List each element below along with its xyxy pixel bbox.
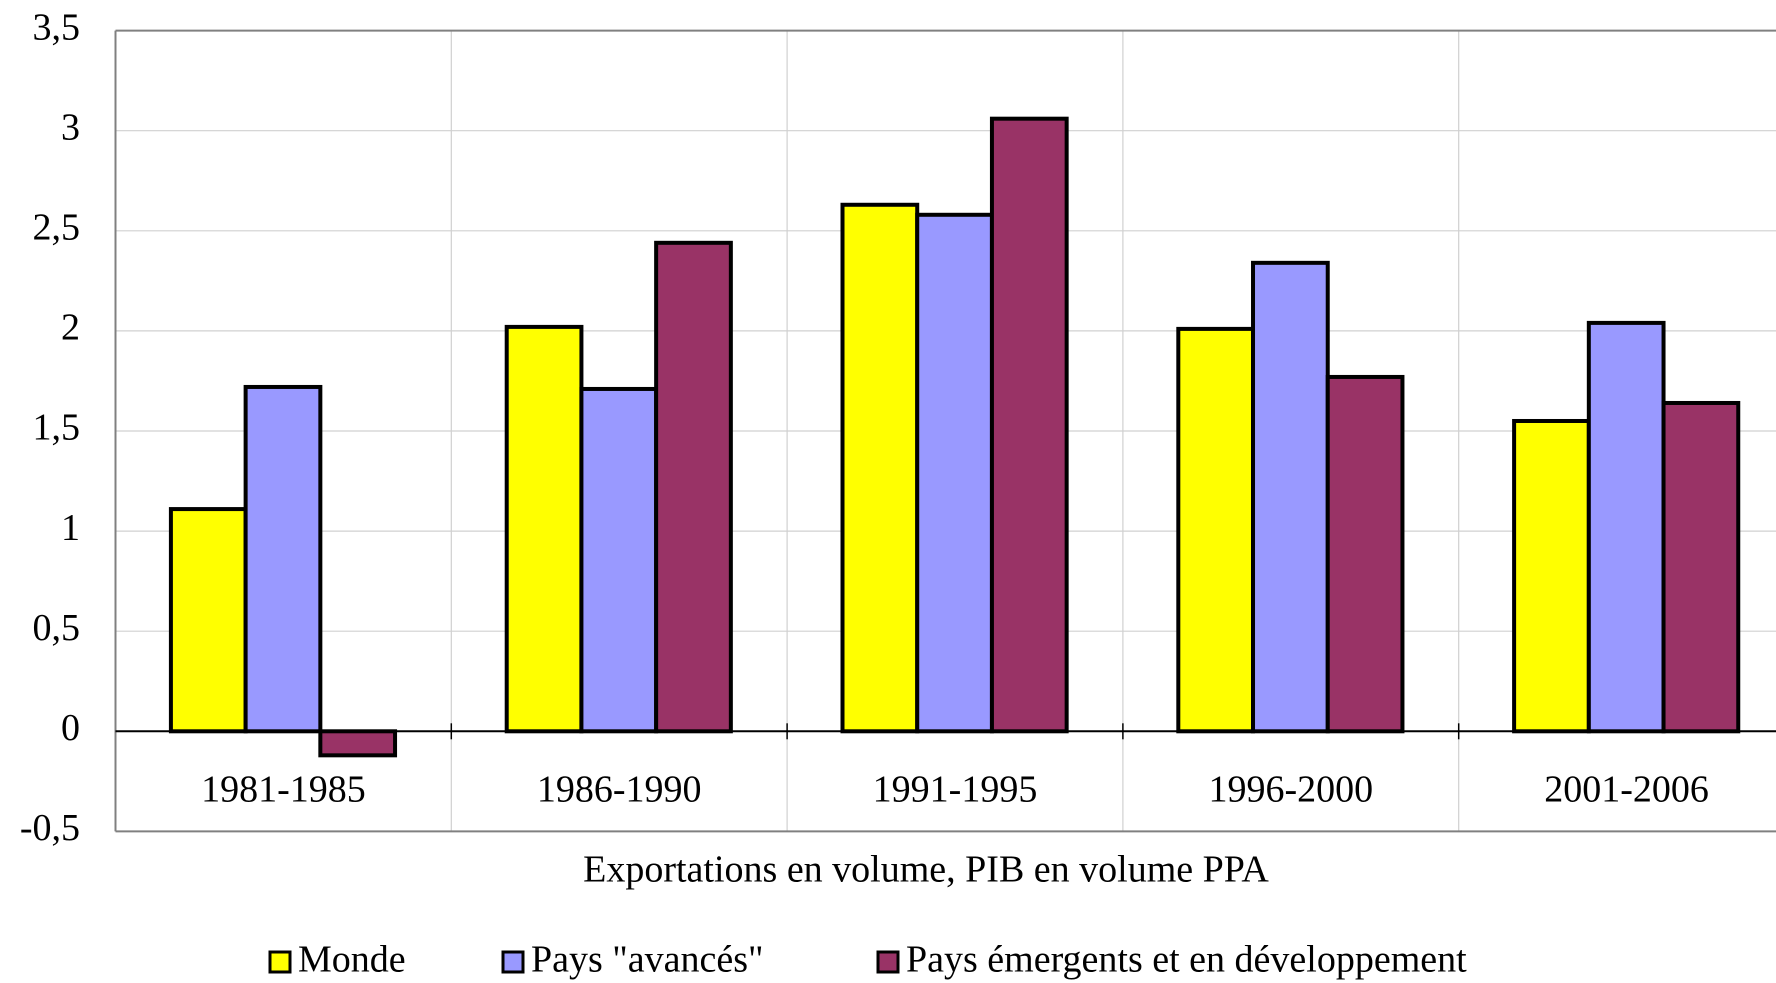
bar (1176, 326, 1256, 734)
legend-swatch (876, 950, 900, 974)
bar (840, 202, 920, 734)
y-tick-label: 1 (61, 507, 80, 549)
bar (1661, 400, 1741, 734)
y-tick-label: 3 (61, 106, 80, 148)
bar (504, 324, 584, 734)
legend-label: Monde (298, 939, 406, 981)
x-axis-label: Exportations en volume, PIB en volume PP… (583, 849, 1269, 891)
y-tick-label: 0 (61, 707, 80, 749)
bar (1251, 260, 1330, 734)
x-tick-label: 1996-2000 (1208, 769, 1373, 811)
bar (1586, 320, 1666, 734)
bar (318, 729, 398, 758)
legend-swatch (501, 950, 525, 974)
bar (989, 116, 1069, 734)
legend-label: Pays "avancés" (531, 939, 764, 981)
bar (654, 240, 733, 734)
y-tick-label: 0,5 (33, 607, 81, 649)
y-tick-label: -0,5 (20, 807, 80, 849)
bar (1512, 418, 1591, 734)
x-tick-label: 1986-1990 (537, 769, 702, 811)
legend-swatch (268, 950, 292, 974)
bar (1325, 374, 1405, 734)
y-tick-label: 3,5 (33, 6, 81, 48)
x-tick-label: 2001-2006 (1544, 769, 1709, 811)
bar (168, 507, 248, 734)
x-tick-label: 1981-1985 (201, 769, 366, 811)
x-tick-label: 1991-1995 (873, 769, 1038, 811)
y-tick-label: 2,5 (33, 207, 81, 249)
y-tick-label: 2 (61, 307, 80, 349)
bar (243, 384, 323, 734)
y-tick-label: 1,5 (33, 407, 81, 449)
bar (579, 386, 659, 734)
bar (915, 212, 994, 734)
legend-label: Pays émergents et en développement (906, 939, 1467, 981)
